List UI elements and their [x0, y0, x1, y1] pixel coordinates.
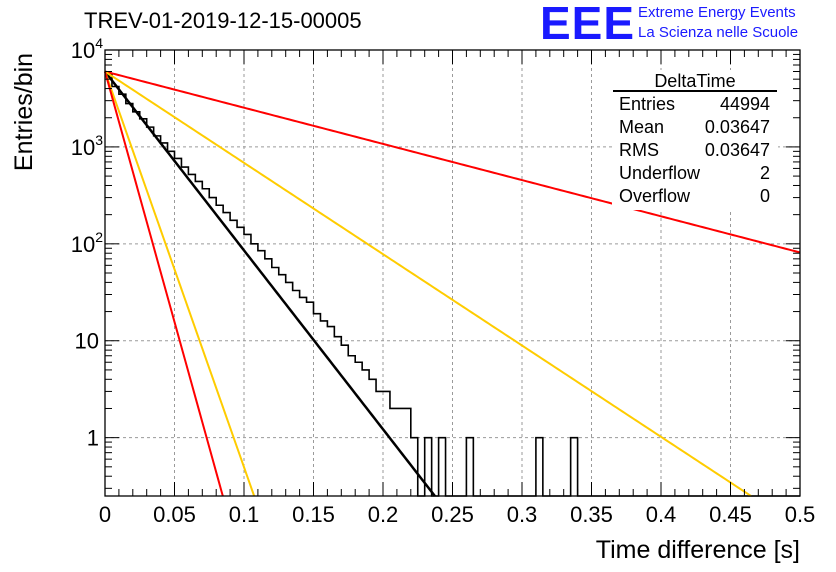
y-tick-exponent: 4 — [95, 35, 103, 51]
y-tick-base: 10 — [71, 135, 95, 160]
fit-curve-5 — [104, 71, 224, 497]
x-tick-label: 0.05 — [153, 502, 196, 527]
x-tick-label: 0.5 — [785, 502, 816, 527]
fit-curves — [104, 70, 801, 497]
x-tick-label: 0.15 — [292, 502, 335, 527]
stats-value: 0 — [760, 186, 770, 206]
y-tick-base: 10 — [71, 232, 95, 257]
y-tick-label: 10 — [75, 329, 99, 354]
stats-value: 0.03647 — [705, 140, 770, 160]
x-tick-label: 0.45 — [709, 502, 752, 527]
x-tick-label: 0.35 — [570, 502, 613, 527]
x-tick-label: 0.4 — [646, 502, 677, 527]
stats-label: RMS — [619, 140, 659, 160]
stats-box-background — [612, 70, 778, 210]
fit-curve-1 — [104, 70, 436, 497]
stats-label: Entries — [619, 94, 675, 114]
stats-value: 44994 — [720, 94, 770, 114]
x-axis: 0 0.05 0.1 0.15 0.2 0.25 0.3 0.35 0.4 0.45 0.5 — [99, 50, 815, 527]
y-axis-title: Entries/bin — [10, 53, 38, 171]
stats-box: DeltaTime Entries 44994 Mean 0.03647 RMS 0.03… — [612, 70, 778, 210]
stats-value: 2 — [760, 163, 770, 183]
y-tick-label: 1 — [87, 426, 99, 451]
x-tick-label: 0.1 — [229, 502, 260, 527]
y-tick-exponent: 2 — [95, 229, 103, 245]
fit-curve-2 — [104, 70, 801, 254]
plot-title: TREV-01-2019-12-15-00005 — [84, 8, 362, 33]
x-tick-label: 0.2 — [368, 502, 399, 527]
stats-label: Underflow — [619, 163, 701, 183]
x-tick-label: 0 — [99, 502, 111, 527]
y-tick-label: 102 — [71, 229, 103, 257]
stats-title: DeltaTime — [654, 71, 735, 91]
fit-curve-4 — [104, 71, 256, 497]
y-tick-base: 10 — [71, 38, 95, 63]
x-tick-label: 0.3 — [507, 502, 538, 527]
stats-label: Overflow — [619, 186, 691, 206]
logo-line-2: La Scienza nelle Scuole — [638, 24, 799, 41]
fit-curve-3 — [104, 70, 752, 497]
y-tick-label: 103 — [71, 132, 103, 160]
x-axis-title: Time difference [s] — [596, 536, 800, 564]
y-tick-exponent: 3 — [95, 132, 103, 148]
y-tick-label: 104 — [71, 35, 103, 63]
x-tick-label: 0.25 — [431, 502, 474, 527]
stats-value: 0.03647 — [705, 117, 770, 137]
eee-logo-mark: EEE — [540, 0, 636, 49]
stats-label: Mean — [619, 117, 664, 137]
logo-line-1: Extreme Energy Events — [638, 4, 796, 21]
